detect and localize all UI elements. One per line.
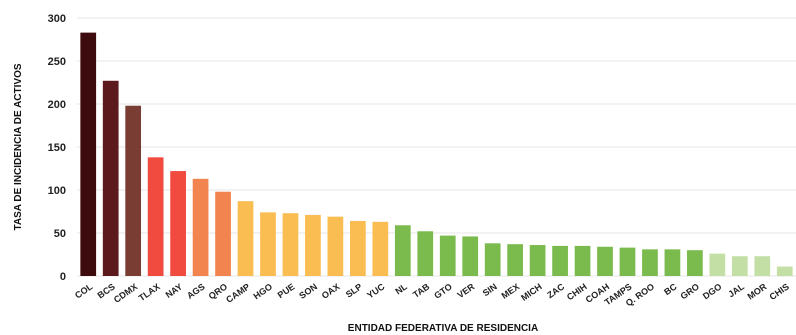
y-tick-label: 250 bbox=[48, 56, 66, 68]
bar-yuc bbox=[372, 221, 389, 276]
x-tick-label: YUC bbox=[365, 281, 387, 300]
bar-gro bbox=[687, 250, 703, 276]
x-tick-label: NAY bbox=[164, 281, 185, 300]
x-tick-label: MICH bbox=[519, 281, 544, 302]
x-tick-label: AGS bbox=[185, 281, 207, 300]
x-tick-label: CDMX bbox=[112, 281, 139, 304]
bar-bc bbox=[664, 249, 681, 276]
bar-mor bbox=[754, 256, 771, 276]
x-tick-label: CHIS bbox=[768, 281, 791, 302]
bar-nay bbox=[170, 171, 186, 276]
x-tick-label: PUE bbox=[276, 281, 297, 300]
x-tick-label: SLP bbox=[344, 281, 364, 299]
y-axis-title: TASA DE INCIDENCIA DE ACTIVOS bbox=[13, 63, 24, 230]
bar-tab bbox=[417, 231, 434, 276]
bar-jal bbox=[731, 256, 748, 276]
bar-chis bbox=[776, 266, 793, 276]
bar-coah bbox=[597, 246, 613, 276]
x-tick-label: OAX bbox=[320, 281, 342, 300]
bar-col bbox=[80, 32, 97, 277]
bar-hgo bbox=[260, 212, 276, 276]
bar-zac bbox=[552, 245, 568, 276]
bar-sin bbox=[484, 243, 501, 276]
bar-ags bbox=[192, 178, 209, 276]
bar-slp bbox=[349, 220, 366, 276]
bars bbox=[80, 32, 793, 277]
bar-nl bbox=[394, 225, 411, 276]
y-axis-ticks: 0 50 100 150 200 250 300 bbox=[48, 13, 66, 283]
y-tick-label: 0 bbox=[60, 271, 66, 283]
bar-tlax bbox=[147, 157, 164, 276]
x-tick-label: BC bbox=[662, 281, 679, 297]
y-tick-label: 200 bbox=[48, 99, 66, 111]
bar-tamps bbox=[619, 247, 636, 276]
bar-mex bbox=[507, 244, 524, 276]
x-tick-label: COL bbox=[73, 281, 95, 300]
x-tick-label: HGO bbox=[252, 281, 275, 301]
x-tick-label: CAMP bbox=[224, 281, 251, 304]
bar-son bbox=[305, 214, 321, 276]
x-tick-label: MEX bbox=[500, 281, 522, 300]
x-tick-label: GRO bbox=[678, 281, 701, 301]
x-tick-label: ZAC bbox=[545, 281, 566, 300]
x-tick-label: TAB bbox=[411, 281, 432, 300]
y-tick-label: 300 bbox=[48, 13, 66, 25]
bar-mich bbox=[529, 245, 546, 276]
bar-camp bbox=[237, 201, 254, 276]
bar-pue bbox=[282, 213, 299, 276]
bar-gto bbox=[439, 235, 456, 276]
bar-cdmx bbox=[125, 105, 142, 276]
y-tick-label: 50 bbox=[54, 228, 66, 240]
y-tick-label: 150 bbox=[48, 142, 66, 154]
x-tick-label: SIN bbox=[481, 281, 499, 298]
x-tick-label: SON bbox=[297, 281, 319, 300]
bar-dgo bbox=[709, 253, 726, 276]
x-tick-label: MOR bbox=[746, 281, 769, 302]
x-tick-label: JAL bbox=[726, 281, 746, 299]
x-tick-label: NL bbox=[393, 281, 409, 296]
x-tick-label: DGO bbox=[701, 281, 724, 301]
bar-ver bbox=[462, 236, 479, 276]
y-tick-label: 100 bbox=[48, 185, 66, 197]
bar-qro bbox=[215, 191, 231, 276]
x-tick-label: GTO bbox=[432, 281, 454, 300]
x-axis-title: ENTIDAD FEDERATIVA DE RESIDENCIA bbox=[348, 323, 538, 334]
bar-q-roo bbox=[642, 249, 658, 276]
x-tick-label: TLAX bbox=[137, 281, 162, 303]
bar-oax bbox=[327, 216, 344, 276]
x-tick-label: VER bbox=[455, 281, 476, 300]
bar-bcs bbox=[102, 80, 119, 276]
bar-chih bbox=[574, 245, 591, 276]
